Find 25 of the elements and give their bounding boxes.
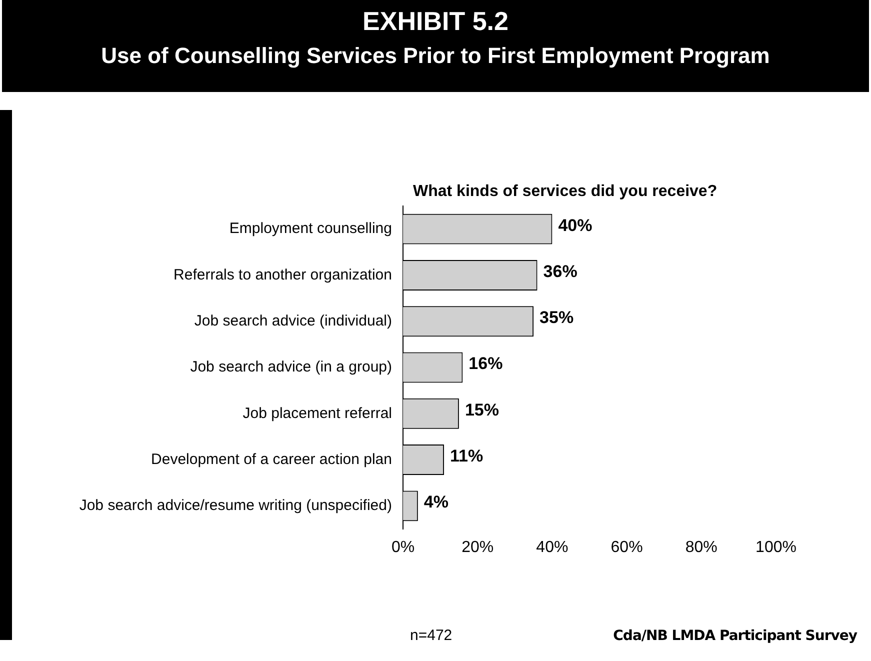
data-label: 36%	[543, 262, 578, 281]
text: n=472	[410, 627, 452, 644]
text: What kinds of services did you receive?	[413, 183, 718, 200]
y-tick-label: Referrals to another organization	[174, 266, 392, 284]
x-tick-label: 0%	[391, 539, 415, 556]
x-tick-label: 60%	[610, 539, 643, 556]
x-tick-label: 20%	[462, 539, 494, 556]
data-label: 15%	[464, 400, 499, 420]
x-tick-label: 100%	[756, 539, 796, 556]
x-tick-label: 80%	[685, 539, 718, 556]
y-tick-label: Development of a career action plan	[151, 450, 392, 468]
y-tick-label: Employment counselling	[229, 220, 392, 238]
y-tick-label: Job search advice (individual)	[194, 312, 392, 330]
text: Cda/NB LMDA Participant Survey	[613, 628, 857, 644]
data-label: 11%	[450, 446, 484, 466]
chart-subtitle: Use of Counselling Services Prior to First Employment Program	[100, 42, 771, 69]
data-label: 35%	[540, 308, 574, 328]
chart-title: EXHIBIT 5.2	[362, 5, 510, 37]
data-label: 4%	[424, 492, 448, 512]
y-tick-label: Job placement referral	[242, 404, 392, 422]
data-label: 40%	[558, 216, 592, 235]
data-label: 16%	[468, 354, 503, 374]
x-tick-label: 40%	[536, 539, 568, 556]
y-tick-label: Job search advice (in a group)	[190, 358, 392, 376]
y-tick-label: Job search advice/resume writing (unspecified)	[79, 497, 392, 514]
